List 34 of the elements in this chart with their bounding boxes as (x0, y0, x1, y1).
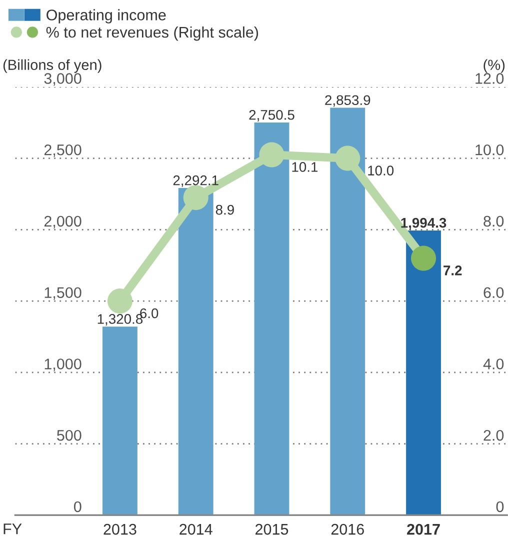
data-label: 8.9 (216, 204, 234, 215)
y2-tick-label: 2.0 (484, 430, 504, 441)
data-label: 2,292.1 (173, 175, 218, 187)
y-tick-label: 0 (74, 501, 82, 512)
y2-tick-label: 6.0 (484, 287, 504, 298)
y2-tick-label: 10.0 (476, 144, 504, 156)
y-axis-title: (Billions of yen) (3, 59, 102, 73)
data-label: 2,750.5 (249, 110, 294, 122)
data-label: 2,853.9 (325, 95, 370, 107)
y2-tick-label: 12.0 (476, 73, 504, 84)
legend-label: Operating income (46, 9, 166, 24)
legend-label: % to net revenues (Right scale) (46, 26, 258, 41)
data-label: 10.0 (368, 166, 394, 176)
y-tick-label: 3,000 (44, 73, 82, 86)
x-tick-label: 2016 (331, 524, 364, 535)
y2-tick-label: 0 (496, 501, 504, 512)
data-label: 10.1 (292, 162, 318, 172)
y-tick-label: 500 (57, 430, 82, 441)
data-label: 1,320.8 (98, 314, 143, 326)
x-tick-label: 2015 (256, 524, 288, 535)
y-tick-label: 2,500 (44, 144, 82, 158)
x-tick-label: 2017 (407, 524, 440, 535)
data-label: 1,994.3 (401, 218, 446, 230)
data-label: 6.0 (140, 308, 158, 318)
x-axis-title: FY (4, 524, 22, 534)
y2-tick-label: 8.0 (484, 216, 504, 227)
data-label: 7.2 (444, 266, 462, 276)
y2-axis-title: (%) (484, 59, 505, 73)
y-tick-label: 1,000 (44, 358, 82, 372)
y-tick-label: 2,000 (44, 216, 82, 228)
x-tick-label: 2013 (104, 524, 136, 535)
y-tick-label: 1,500 (44, 287, 82, 300)
y2-tick-label: 4.0 (483, 358, 504, 370)
x-tick-label: 2014 (180, 524, 212, 535)
